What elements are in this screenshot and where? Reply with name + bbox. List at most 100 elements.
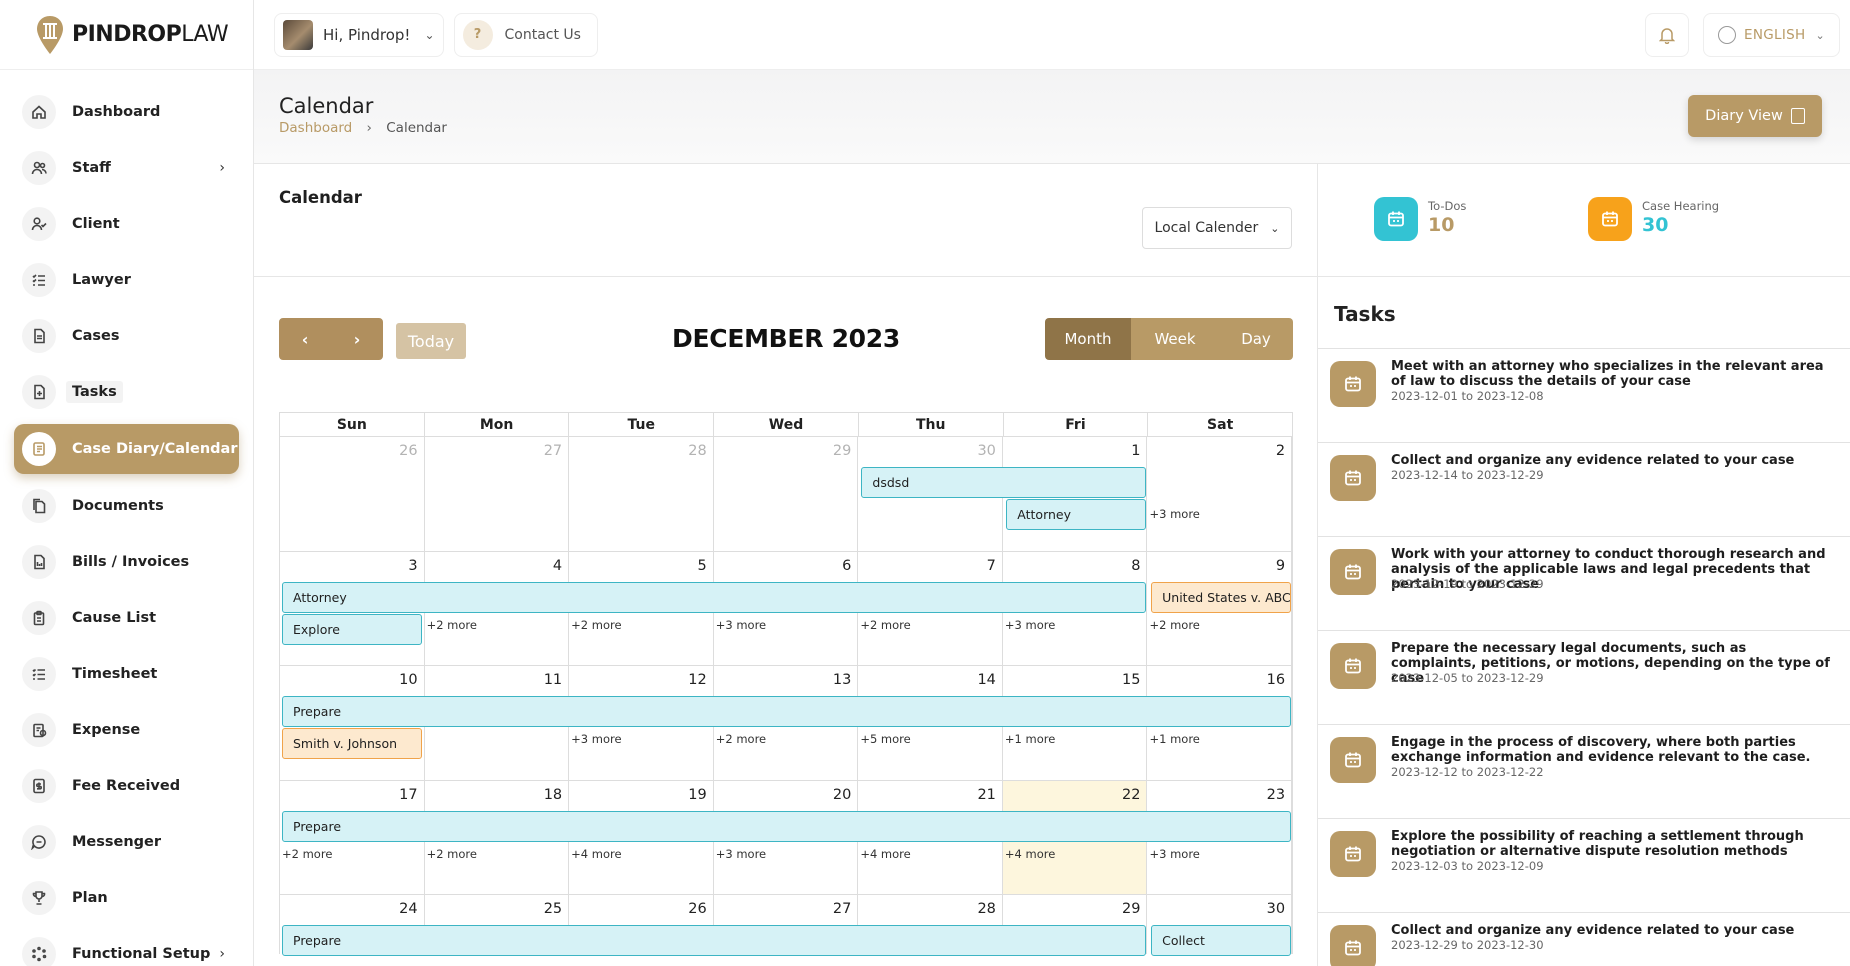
- day-cell[interactable]: 25: [425, 895, 570, 954]
- day-cell[interactable]: 27: [714, 895, 859, 954]
- day-number[interactable]: 5: [697, 557, 707, 574]
- calendar-event[interactable]: Prepare: [282, 810, 1291, 842]
- day-number[interactable]: 17: [399, 786, 418, 803]
- day-number[interactable]: 15: [1122, 672, 1141, 688]
- more-events-link[interactable]: +2 more: [715, 732, 767, 746]
- day-cell[interactable]: 28: [858, 895, 1003, 954]
- day-cell[interactable]: 2 +3 more: [1147, 437, 1293, 551]
- day-number[interactable]: 4: [552, 557, 563, 574]
- more-events-link[interactable]: +3 more: [1149, 507, 1200, 521]
- day-cell[interactable]: 29: [714, 437, 859, 551]
- more-events-link[interactable]: +4 more: [1004, 846, 1056, 861]
- sidebar-item-tasks[interactable]: Tasks: [0, 364, 253, 420]
- day-number[interactable]: 8: [1131, 557, 1141, 574]
- sidebar-item-case-diary-calendar[interactable]: Case Diary/Calendar: [14, 424, 239, 474]
- day-number[interactable]: 1: [1131, 443, 1141, 459]
- more-events-link[interactable]: +3 more: [715, 846, 767, 861]
- diary-view-button[interactable]: Diary View: [1688, 95, 1822, 137]
- day-number[interactable]: 28: [977, 901, 996, 917]
- day-number[interactable]: 25: [543, 901, 563, 917]
- task-item[interactable]: Engage in the process of discovery, wher…: [1318, 724, 1850, 818]
- more-events-link[interactable]: +3 more: [1004, 617, 1056, 632]
- sidebar-item-bills-invoices[interactable]: Bills / Invoices: [0, 534, 253, 590]
- day-cell[interactable]: 9 +2 more: [1147, 551, 1293, 665]
- more-events-link[interactable]: +2 more: [571, 617, 622, 632]
- calendar-event[interactable]: Collect: [1151, 925, 1291, 956]
- task-item[interactable]: Collect and organize any evidence relate…: [1318, 442, 1850, 536]
- day-cell[interactable]: 16 +1 more: [1147, 666, 1293, 780]
- task-item[interactable]: Explore the possibility of reaching a se…: [1318, 818, 1850, 912]
- sidebar-item-dashboard[interactable]: Dashboard: [0, 84, 253, 140]
- today-button[interactable]: Today: [396, 323, 466, 359]
- sidebar-item-staff[interactable]: Staff ›: [0, 140, 253, 196]
- task-item[interactable]: Collect and organize any evidence relate…: [1318, 912, 1850, 966]
- prev-month-button[interactable]: ‹: [301, 329, 309, 349]
- day-number[interactable]: 19: [688, 786, 707, 803]
- sidebar-item-lawyer[interactable]: Lawyer: [0, 252, 253, 308]
- day-number[interactable]: 27: [543, 443, 563, 459]
- day-cell[interactable]: 30: [1147, 895, 1293, 954]
- day-number[interactable]: 27: [832, 901, 852, 917]
- more-events-link[interactable]: +4 more: [860, 846, 911, 861]
- calendar-event[interactable]: Prepare: [282, 925, 1147, 956]
- more-events-link[interactable]: +1 more: [1004, 732, 1056, 746]
- more-events-link[interactable]: +2 more: [1149, 617, 1200, 632]
- day-number[interactable]: 23: [1266, 786, 1286, 803]
- sidebar-item-expense[interactable]: Expense: [0, 702, 253, 758]
- day-view-button[interactable]: Day: [1219, 318, 1293, 360]
- calendar-event[interactable]: dsdsd: [861, 467, 1147, 498]
- contact-us-button[interactable]: ? Contact Us: [453, 12, 598, 57]
- day-number[interactable]: 30: [977, 443, 996, 459]
- sidebar-item-documents[interactable]: Documents: [0, 478, 253, 534]
- language-select[interactable]: ENGLISH ⌄: [1703, 13, 1840, 57]
- sidebar-item-timesheet[interactable]: Timesheet: [0, 646, 253, 702]
- day-cell[interactable]: 13 +2 more: [714, 666, 859, 780]
- day-cell[interactable]: 26: [280, 437, 425, 551]
- more-events-link[interactable]: +4 more: [571, 846, 622, 861]
- day-number[interactable]: 13: [832, 672, 852, 688]
- calendar-event[interactable]: Explore: [282, 613, 422, 645]
- more-events-link[interactable]: +5 more: [860, 732, 911, 746]
- breadcrumb-dashboard[interactable]: Dashboard: [279, 120, 353, 136]
- sidebar-item-cases[interactable]: Cases: [0, 308, 253, 364]
- day-number[interactable]: 22: [1122, 786, 1141, 803]
- day-number[interactable]: 28: [688, 443, 707, 459]
- day-number[interactable]: 11: [543, 672, 563, 688]
- day-number[interactable]: 10: [399, 672, 418, 688]
- day-number[interactable]: 29: [1122, 901, 1141, 917]
- user-menu[interactable]: Hi, Pindrop! ⌄: [274, 12, 444, 57]
- sidebar-item-messenger[interactable]: Messenger: [0, 814, 253, 870]
- day-number[interactable]: 12: [688, 672, 707, 688]
- day-cell[interactable]: 29: [1003, 895, 1148, 954]
- calendar-event[interactable]: Smith v. Johnson: [282, 728, 422, 759]
- next-month-button[interactable]: ›: [353, 329, 361, 349]
- more-events-link[interactable]: +3 more: [715, 617, 767, 632]
- more-events-link[interactable]: +3 more: [1149, 846, 1200, 861]
- more-events-link[interactable]: +2 more: [282, 846, 333, 861]
- calendar-event[interactable]: Attorney: [282, 581, 1147, 613]
- day-cell[interactable]: 24: [280, 895, 425, 954]
- brand-logo[interactable]: PINDROPLAW: [0, 0, 253, 70]
- day-number[interactable]: 3: [408, 557, 418, 574]
- day-cell[interactable]: 8 +3 more: [1003, 551, 1148, 665]
- day-number[interactable]: 2: [1275, 443, 1286, 459]
- day-number[interactable]: 14: [977, 672, 996, 688]
- calendar-event[interactable]: United States v. ABC: [1151, 581, 1291, 613]
- day-number[interactable]: 26: [688, 901, 707, 917]
- day-cell[interactable]: 27: [425, 437, 570, 551]
- more-events-link[interactable]: +3 more: [571, 732, 622, 746]
- task-item[interactable]: Prepare the necessary legal documents, s…: [1318, 630, 1850, 724]
- sidebar-item-client[interactable]: Client: [0, 196, 253, 252]
- more-events-link[interactable]: +2 more: [426, 617, 477, 632]
- week-view-button[interactable]: Week: [1131, 318, 1219, 360]
- task-item[interactable]: Work with your attorney to conduct thoro…: [1318, 536, 1850, 630]
- day-cell[interactable]: 1: [1003, 437, 1148, 551]
- more-events-link[interactable]: +2 more: [860, 617, 911, 632]
- day-number[interactable]: 16: [1266, 672, 1286, 688]
- day-number[interactable]: 29: [832, 443, 852, 459]
- day-number[interactable]: 9: [1275, 557, 1286, 574]
- day-number[interactable]: 20: [832, 786, 852, 803]
- calendar-event[interactable]: Attorney: [1006, 499, 1147, 530]
- sidebar-item-cause-list[interactable]: Cause List: [0, 590, 253, 646]
- calendar-event[interactable]: Prepare: [282, 696, 1291, 727]
